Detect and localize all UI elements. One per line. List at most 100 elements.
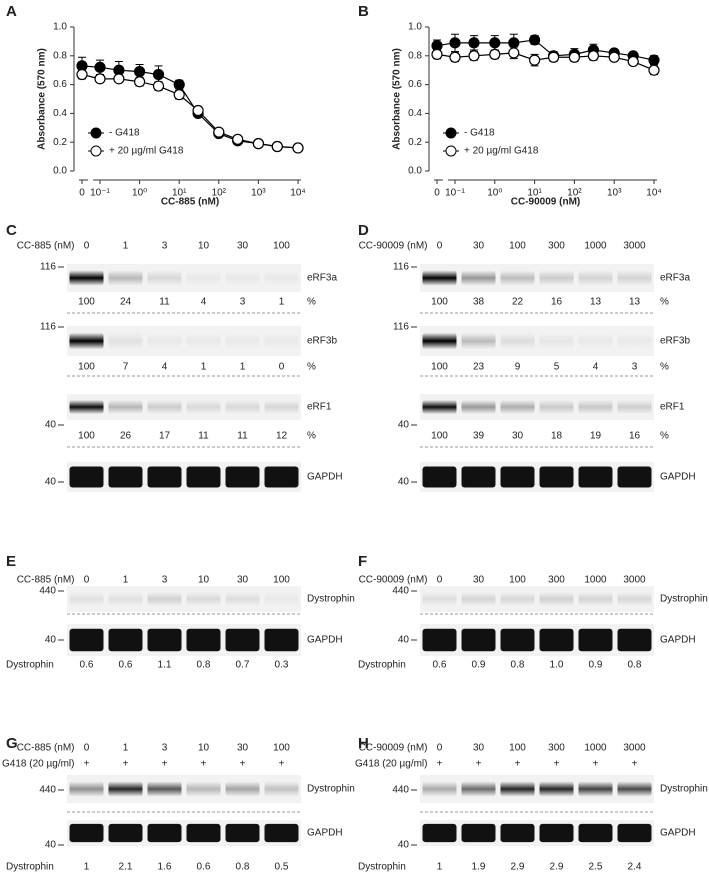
- x-tick-label: 10¹: [172, 188, 187, 199]
- quant-value: 16: [551, 297, 563, 308]
- data-point: [449, 51, 461, 63]
- band: [225, 332, 260, 350]
- band: [264, 270, 299, 286]
- quant-value: 0.3: [275, 660, 289, 671]
- quant-value: 100: [431, 297, 448, 308]
- y-tick-label: 0.0: [408, 166, 422, 177]
- quant-value: 1: [437, 862, 443, 873]
- data-point: [449, 37, 461, 49]
- legend-label: - G418: [109, 128, 140, 139]
- quant-value: 3: [632, 362, 638, 373]
- legend-marker: [90, 145, 102, 157]
- lane-label: 0: [84, 743, 90, 754]
- band: [617, 270, 652, 286]
- protein-label: Dystrophin: [307, 784, 355, 795]
- header-label: G418 (20 µg/ml): [355, 759, 427, 770]
- protein-label: eRF3b: [660, 336, 690, 347]
- marker-label: 440: [39, 586, 56, 597]
- header-label: CC-885 (nM): [17, 241, 75, 252]
- loading-band: [69, 628, 104, 652]
- marker-label: 40: [398, 420, 410, 431]
- blot-strip: [420, 462, 654, 492]
- band: [500, 399, 535, 415]
- quant-label: Dystrophin: [6, 660, 54, 671]
- header-label: CC-90009 (nM): [359, 575, 428, 586]
- quant-value: 0.6: [80, 660, 94, 671]
- lane-label: 1: [123, 575, 129, 586]
- quant-value: 1: [240, 362, 246, 373]
- data-point: [76, 68, 88, 81]
- loading-band: [461, 466, 496, 488]
- header-label: CC-885 (nM): [17, 743, 75, 754]
- quant-value: 100: [431, 362, 448, 373]
- blot-strip: [67, 586, 301, 612]
- loading-band: [422, 823, 457, 843]
- quant-value: 0.8: [628, 660, 642, 671]
- quant-value: 1.0: [550, 660, 564, 671]
- quant-unit: %: [307, 431, 316, 442]
- lane-label: 3000: [623, 241, 646, 252]
- loading-band: [422, 628, 457, 652]
- blot-strip: [67, 820, 301, 846]
- blot-strip: [67, 264, 301, 292]
- marker-label: 40: [45, 635, 57, 646]
- protein-label: Dystrophin: [660, 784, 708, 795]
- data-point: [134, 76, 146, 88]
- data-point: [213, 126, 225, 138]
- quant-value: 13: [590, 297, 602, 308]
- quant-value: 0.8: [511, 660, 525, 671]
- data-point: [292, 142, 304, 154]
- loading-band: [578, 823, 613, 843]
- band: [108, 781, 143, 797]
- band: [578, 270, 613, 286]
- loading-band: [500, 823, 535, 843]
- loading-band: [617, 466, 652, 488]
- lane-label: 1000: [584, 743, 607, 754]
- band: [500, 270, 535, 286]
- lane-label: 0: [437, 743, 443, 754]
- band: [539, 270, 574, 286]
- loading-band: [147, 823, 182, 843]
- y-tick-label: 1.0: [408, 22, 422, 33]
- marker-label: 40: [45, 420, 57, 431]
- quant-value: 100: [78, 297, 95, 308]
- header-label: CC-90009 (nM): [359, 241, 428, 252]
- quant-value: 2.9: [511, 862, 525, 873]
- lane-label: 100: [509, 575, 526, 586]
- lane-label: 10: [198, 241, 210, 252]
- data-point: [568, 51, 581, 63]
- lane-label: 30: [237, 241, 249, 252]
- band: [186, 270, 221, 286]
- lane-label: 3000: [623, 743, 646, 754]
- lane-label: 30: [237, 743, 249, 754]
- blot-strip: [67, 326, 301, 356]
- band: [539, 591, 574, 607]
- band: [186, 781, 221, 797]
- x-tick-label: 10¹: [527, 188, 542, 199]
- data-point: [152, 80, 165, 92]
- lane-label: 10: [198, 743, 210, 754]
- quant-value: 4: [201, 297, 207, 308]
- quant-value: 4: [162, 362, 168, 373]
- blot-strip: [420, 326, 654, 356]
- band: [617, 781, 652, 797]
- lane-label: +: [632, 759, 638, 770]
- loading-band: [461, 628, 496, 652]
- x-tick-label: 0: [79, 188, 85, 199]
- band: [108, 591, 143, 607]
- marker-label: 116: [393, 262, 409, 273]
- lane-label: 30: [473, 241, 485, 252]
- quant-value: 100: [78, 362, 95, 373]
- quant-value: 0.9: [589, 660, 603, 671]
- y-tick-label: 1.0: [53, 22, 67, 33]
- quant-value: 9: [515, 362, 521, 373]
- quant-value: 0.6: [119, 660, 133, 671]
- band: [422, 332, 457, 350]
- marker-label: 116: [40, 322, 56, 333]
- loading-band: [147, 628, 182, 652]
- quant-value: 1: [84, 862, 90, 873]
- data-point: [173, 89, 185, 101]
- loading-band: [500, 466, 535, 488]
- y-tick-label: 0.8: [408, 50, 422, 61]
- lane-label: 30: [473, 743, 485, 754]
